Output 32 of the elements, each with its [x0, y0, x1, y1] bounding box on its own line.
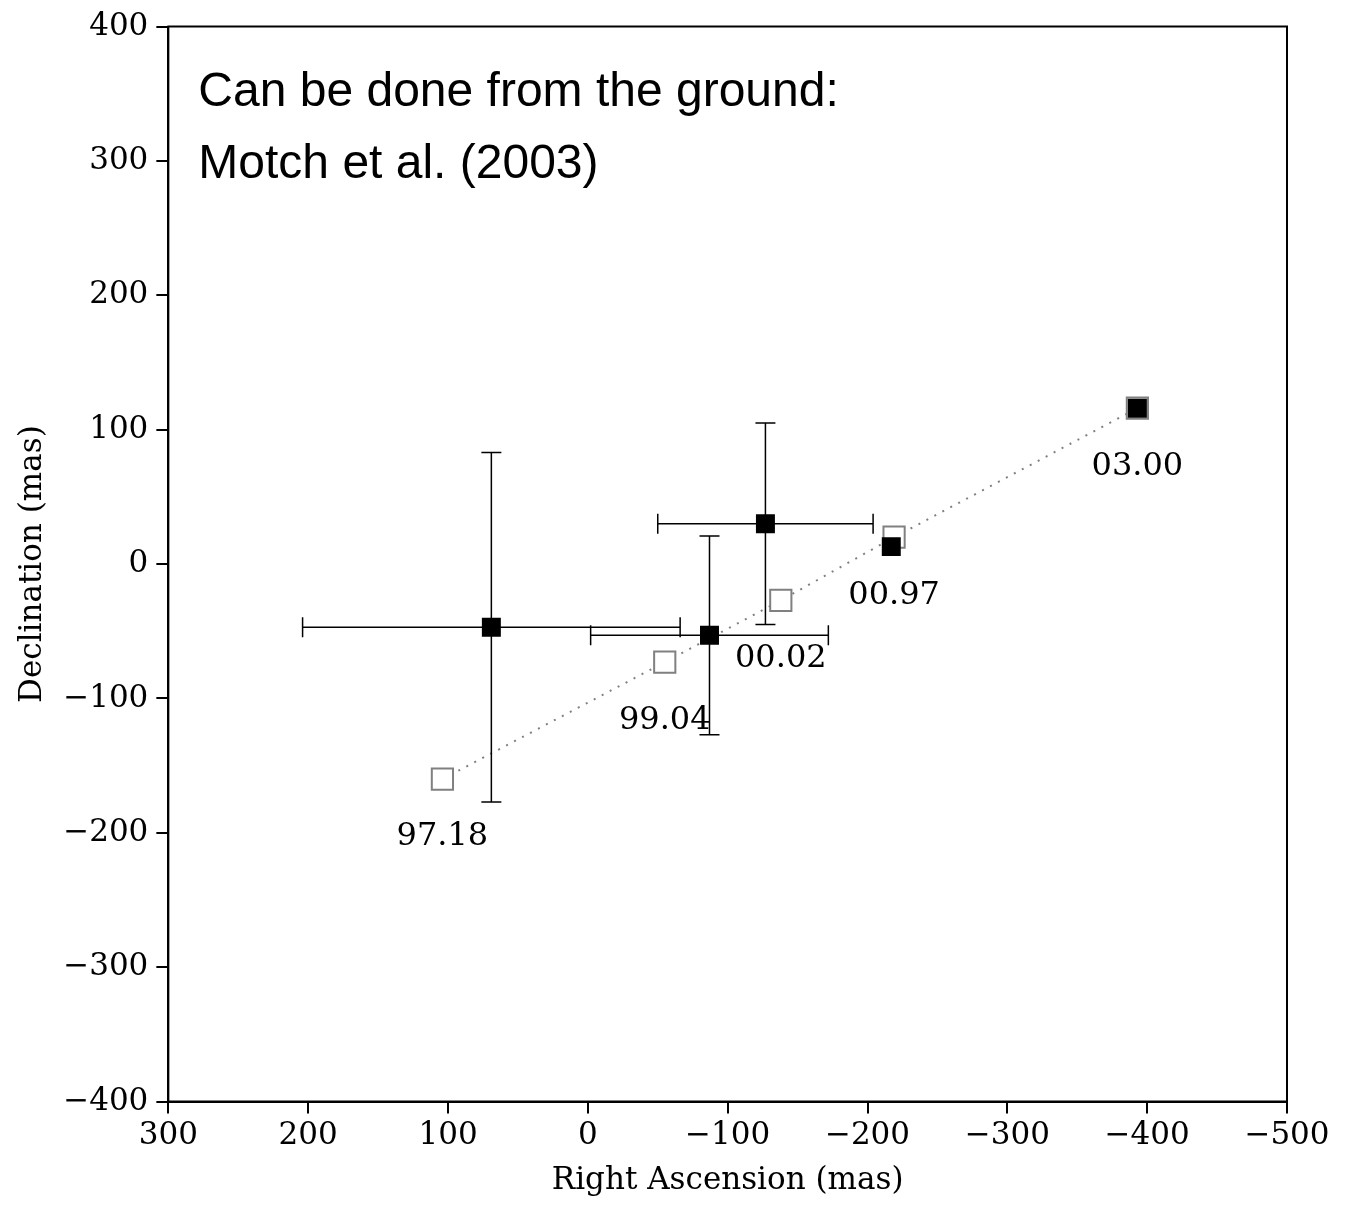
- y-tick-label: −200: [63, 811, 149, 848]
- y-tick-label: 200: [89, 274, 149, 311]
- x-tick-label: 200: [278, 1115, 338, 1152]
- y-tick-label: −100: [63, 677, 149, 714]
- y-tick-label: 400: [89, 5, 149, 42]
- y-tick-label: 100: [89, 408, 149, 445]
- x-tick-label: −400: [1104, 1115, 1190, 1152]
- y-tick-label: −400: [63, 1080, 149, 1117]
- y-tick-label: 0: [128, 543, 149, 580]
- x-axis-title: Right Ascension (mas): [551, 1160, 904, 1197]
- x-tick-label: −500: [1244, 1115, 1330, 1152]
- annotation: Can be done from the ground: Motch et al. (2003): [198, 62, 839, 188]
- annotation: 03.00: [1091, 444, 1184, 483]
- x-tick-label: 0: [577, 1115, 598, 1152]
- point: [430, 767, 455, 791]
- annotation: 97.18: [396, 815, 489, 854]
- point: [700, 625, 719, 645]
- annotation: 00.02: [735, 636, 827, 675]
- annotation: 99.04: [618, 698, 711, 737]
- y-tick-label: −300: [63, 946, 149, 983]
- annotation: 00.97: [848, 573, 940, 612]
- y-axis-title: Declination (mas): [11, 425, 48, 703]
- x-tick-label: 300: [138, 1115, 198, 1152]
- y-tick-label: 300: [89, 140, 149, 177]
- x-tick-label: −200: [824, 1115, 911, 1152]
- x-tick-label: 100: [418, 1115, 478, 1152]
- point: [769, 588, 793, 612]
- point: [881, 537, 901, 557]
- x-tick-label: −100: [685, 1115, 771, 1152]
- x-tick-label: −300: [964, 1115, 1050, 1152]
- point: [653, 650, 677, 674]
- point: [481, 617, 501, 637]
